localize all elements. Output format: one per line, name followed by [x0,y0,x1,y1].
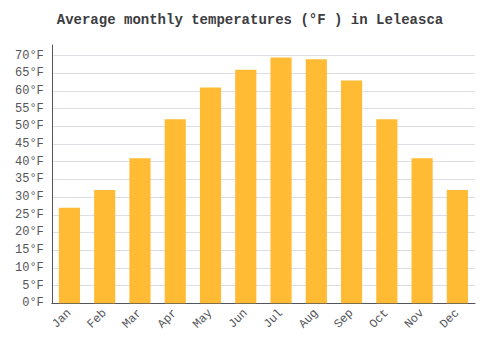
svg-text:Apr: Apr [155,306,180,331]
svg-text:10°F: 10°F [15,261,44,275]
svg-text:0°F: 0°F [22,296,44,310]
svg-text:35°F: 35°F [15,172,44,186]
svg-text:Mar: Mar [120,306,145,331]
svg-text:Jan: Jan [49,306,74,331]
svg-text:55°F: 55°F [15,102,44,116]
svg-text:Oct: Oct [367,306,392,331]
svg-text:May: May [190,306,215,331]
svg-text:65°F: 65°F [15,66,44,80]
svg-text:Feb: Feb [84,306,109,331]
svg-text:25°F: 25°F [15,208,44,222]
svg-text:15°F: 15°F [15,243,44,257]
svg-text:50°F: 50°F [15,119,44,133]
svg-text:Average monthly temperatures (: Average monthly temperatures (°F ) in Le… [57,12,444,28]
svg-text:Jul: Jul [261,306,286,331]
svg-text:70°F: 70°F [15,49,44,63]
svg-text:60°F: 60°F [15,84,44,98]
svg-text:Jun: Jun [226,306,251,331]
svg-text:40°F: 40°F [15,155,44,169]
svg-text:Dec: Dec [437,306,462,331]
svg-text:20°F: 20°F [15,225,44,239]
svg-text:Sep: Sep [331,306,356,331]
svg-text:Aug: Aug [296,306,321,331]
svg-text:5°F: 5°F [22,279,44,293]
svg-text:Nov: Nov [402,306,427,331]
svg-text:45°F: 45°F [15,137,44,151]
svg-text:30°F: 30°F [15,190,44,204]
